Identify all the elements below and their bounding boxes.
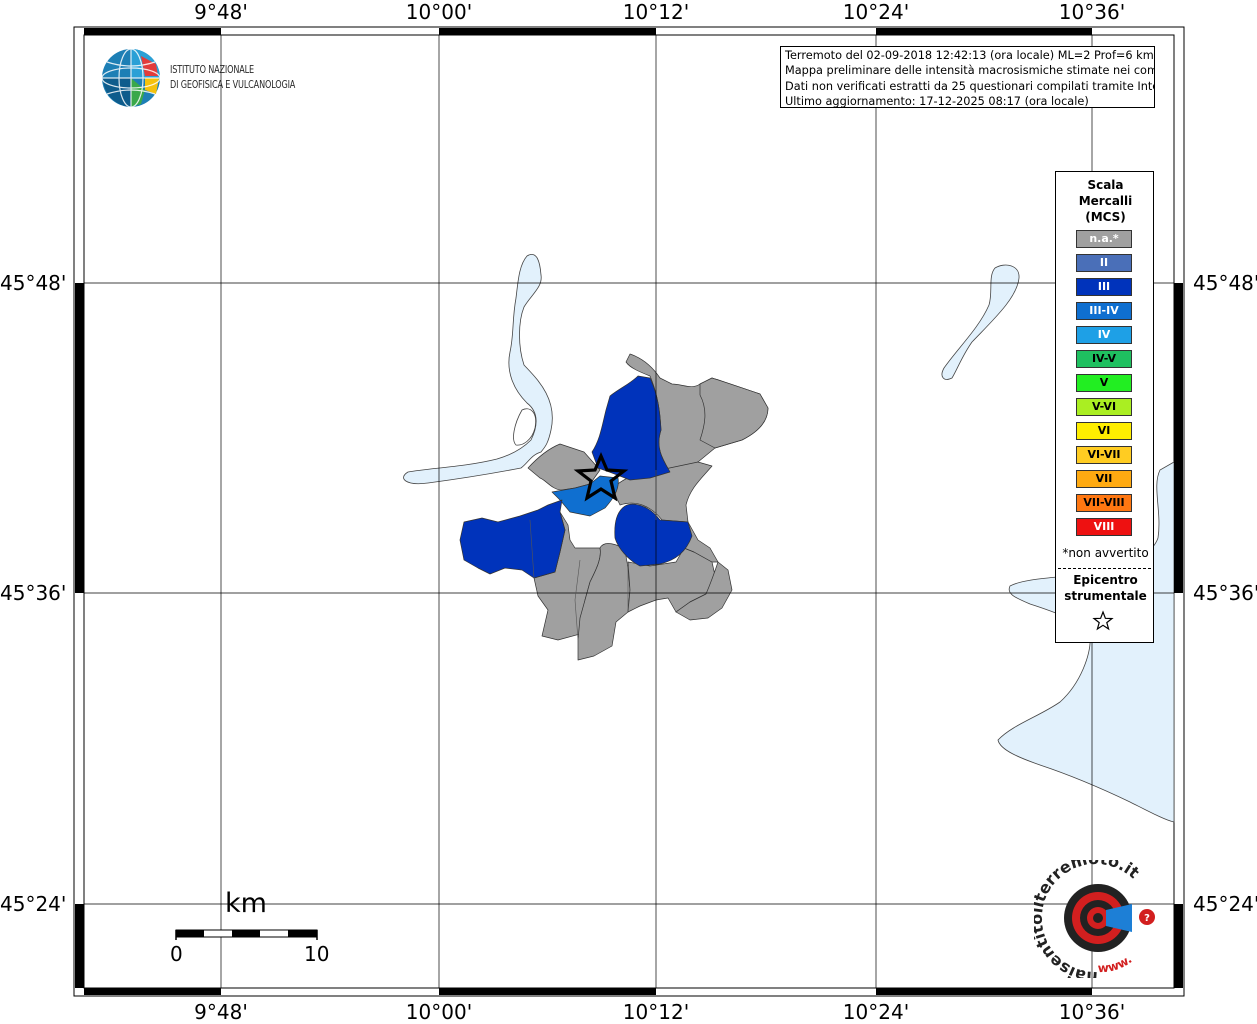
star-icon <box>1092 610 1114 631</box>
municipality-intensity-III <box>591 375 671 481</box>
lon-label-top: 10°12' <box>622 0 690 24</box>
lat-label-right: 45°36' <box>1193 581 1257 605</box>
scale-min-label: 0 <box>170 942 183 966</box>
lon-label-bottom: 10°36' <box>1058 1000 1126 1024</box>
lat-label-left: 45°48' <box>0 271 67 295</box>
lat-label-left: 45°36' <box>0 581 67 605</box>
event-info-line: Mappa preliminare delle intensità macros… <box>785 64 1155 78</box>
scale-bar: km 0 10 <box>168 886 338 976</box>
event-info-line: Ultimo aggiornamento: 17-12-2025 08:17 (… <box>785 95 1089 108</box>
legend-item: VI-VII <box>1076 446 1132 464</box>
lon-label-bottom: 9°48' <box>194 1000 248 1024</box>
legend-item: III-IV <box>1076 302 1132 320</box>
legend-item: V <box>1076 374 1132 392</box>
ingv-name-line1: ISTITUTO NAZIONALE <box>170 63 254 76</box>
legend-note: *non avvertito <box>1062 546 1149 560</box>
lake-iseo <box>403 254 553 485</box>
intensity-legend: Scala Mercalli (MCS) n.a.* II III III-IV IV I… <box>1055 171 1154 643</box>
municipality-not-felt <box>683 521 719 563</box>
municipality-not-felt <box>699 377 769 449</box>
event-info-line: Dati non verificati estratti da 25 quest… <box>785 79 1155 93</box>
municipalities <box>459 353 769 661</box>
legend-item: VII <box>1076 470 1132 488</box>
lat-label-left: 45°24' <box>0 892 67 916</box>
event-info-line: Terremoto del 02-09-2018 12:42:13 (ora l… <box>785 49 1154 62</box>
legend-item: II <box>1076 254 1132 272</box>
lon-label-top: 10°24' <box>842 0 910 24</box>
scale-bar-graphic <box>175 929 318 940</box>
legend-title-line: Mercalli <box>1078 194 1133 208</box>
municipality-borders <box>529 470 657 641</box>
lon-label-top: 10°00' <box>405 0 473 24</box>
svg-text:www.: www. <box>1097 952 1134 975</box>
ingv-logo: ISTITUTO NAZIONALE DI GEOFISICA E VULCAN… <box>101 48 321 110</box>
legend-epicenter-line: strumentale <box>1064 589 1147 603</box>
municipality-intensity-III <box>614 503 693 567</box>
legend-epicenter-label: Epicentro strumentale <box>1056 572 1155 604</box>
legend-item: V-VI <box>1076 398 1132 416</box>
globe-icon <box>101 48 161 108</box>
lon-label-bottom: 10°24' <box>842 1000 910 1024</box>
hst-bottom-text: www. <box>1097 952 1134 975</box>
svg-text:?: ? <box>1144 913 1150 924</box>
lon-label-top: 10°36' <box>1058 0 1126 24</box>
lat-label-right: 45°48' <box>1193 271 1257 295</box>
legend-title-line: (MCS) <box>1085 210 1126 224</box>
legend-item: IV <box>1076 326 1132 344</box>
lat-label-right: 45°24' <box>1193 892 1257 916</box>
lon-label-top: 9°48' <box>194 0 248 24</box>
legend-epicenter-line: Epicentro <box>1073 573 1138 587</box>
legend-title-line: Scala <box>1087 178 1124 192</box>
legend-item: VI <box>1076 422 1132 440</box>
legend-item: VII-VIII <box>1076 494 1132 512</box>
legend-item: VIII <box>1076 518 1132 536</box>
legend-item: IV-V <box>1076 350 1132 368</box>
legend-divider <box>1058 568 1151 569</box>
haisentito-logo: ? haisentitoilterremoto.it www. <box>1034 860 1155 978</box>
lon-label-bottom: 10°12' <box>622 1000 690 1024</box>
legend-item: n.a.* <box>1076 230 1132 248</box>
lon-label-bottom: 10°00' <box>405 1000 473 1024</box>
scale-unit: km <box>225 888 267 919</box>
ingv-name-line2: DI GEOFISICA E VULCANOLOGIA <box>170 78 296 91</box>
legend-title: Scala Mercalli (MCS) <box>1056 177 1155 225</box>
municipality-intensity-III <box>459 499 566 579</box>
legend-item: III <box>1076 278 1132 296</box>
border-stripes <box>75 28 1183 995</box>
scale-max-label: 10 <box>304 942 330 966</box>
epicenter-star-icon <box>573 451 629 502</box>
municipality-not-felt <box>577 543 631 661</box>
lake-idro <box>941 264 1020 380</box>
event-info-box: Terremoto del 02-09-2018 12:42:13 (ora l… <box>780 46 1155 108</box>
